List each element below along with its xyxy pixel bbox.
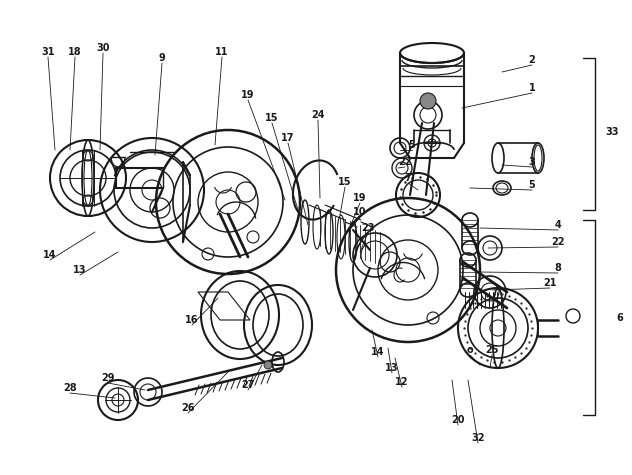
Text: 24: 24 <box>311 110 325 120</box>
Text: 20: 20 <box>451 415 465 425</box>
Text: 8: 8 <box>554 263 561 273</box>
Text: 14: 14 <box>43 250 57 260</box>
Text: 3: 3 <box>528 157 535 167</box>
Text: 31: 31 <box>41 47 55 57</box>
Text: 9: 9 <box>159 53 166 63</box>
Text: 22: 22 <box>398 157 412 167</box>
Text: 33: 33 <box>605 127 619 137</box>
Text: 18: 18 <box>68 47 82 57</box>
Text: 19: 19 <box>353 193 367 203</box>
Text: 14: 14 <box>371 347 385 357</box>
Text: 11: 11 <box>216 47 229 57</box>
Text: 28: 28 <box>63 383 77 393</box>
Text: 30: 30 <box>96 43 110 53</box>
Text: 25: 25 <box>485 345 499 355</box>
Text: 27: 27 <box>241 380 255 390</box>
Circle shape <box>420 93 436 109</box>
Text: 21: 21 <box>544 278 557 288</box>
Text: 13: 13 <box>73 265 87 275</box>
Text: 1: 1 <box>528 83 535 93</box>
Text: 10: 10 <box>353 207 367 217</box>
Text: 5: 5 <box>409 140 415 150</box>
Text: 15: 15 <box>265 113 279 123</box>
Text: 15: 15 <box>338 177 352 187</box>
Text: 22: 22 <box>551 237 565 247</box>
Text: 23: 23 <box>362 223 375 233</box>
Text: 16: 16 <box>185 315 198 325</box>
Text: 6: 6 <box>617 313 623 323</box>
Text: 7: 7 <box>404 173 411 183</box>
Text: 19: 19 <box>241 90 255 100</box>
Text: 32: 32 <box>471 433 485 443</box>
Text: 26: 26 <box>181 403 195 413</box>
Circle shape <box>264 361 272 369</box>
Text: 13: 13 <box>386 363 399 373</box>
Text: 29: 29 <box>101 373 115 383</box>
Text: 12: 12 <box>395 377 409 387</box>
Text: 5: 5 <box>528 180 535 190</box>
Text: o: o <box>466 345 473 355</box>
Text: 4: 4 <box>555 220 561 230</box>
Text: 2: 2 <box>528 55 535 65</box>
Text: 17: 17 <box>281 133 295 143</box>
